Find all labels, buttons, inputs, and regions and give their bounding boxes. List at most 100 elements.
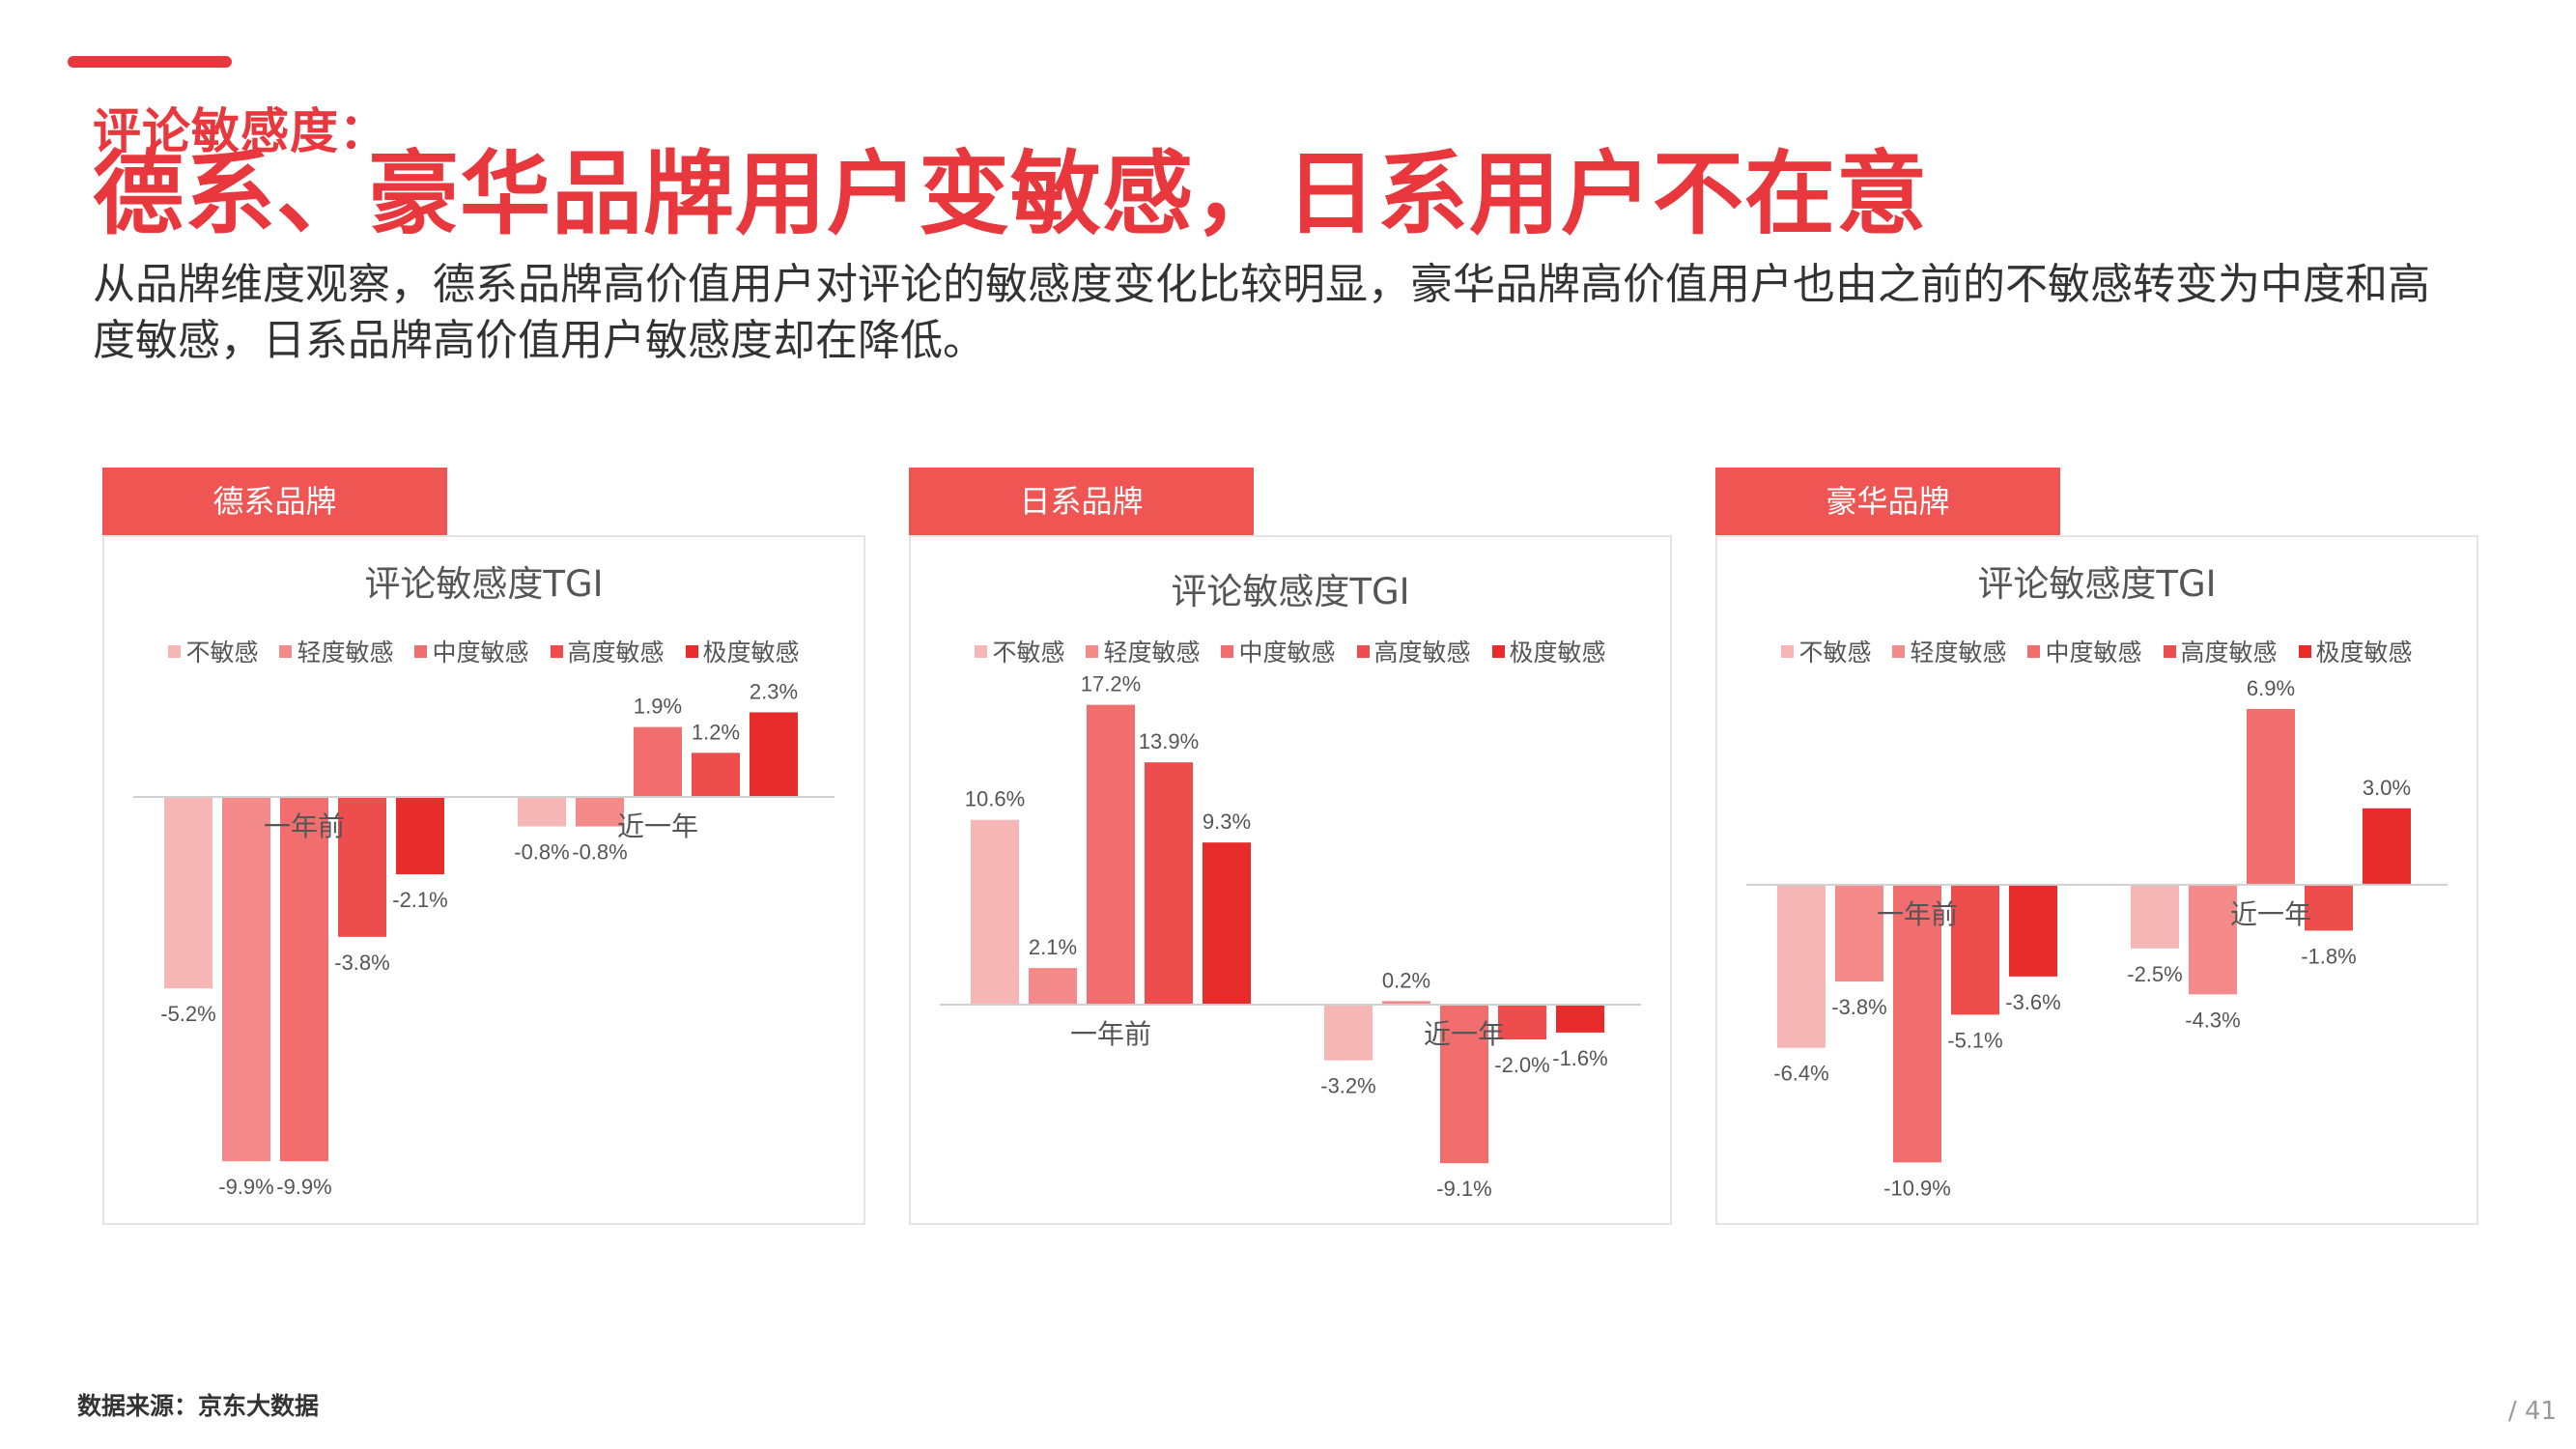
bar xyxy=(164,797,212,989)
category-label: 近一年 xyxy=(2230,899,2311,929)
bar xyxy=(2305,884,2353,931)
chart-box-german: 评论敏感度TGI 不敏感 轻度敏感 中度敏感 高度敏感 极度敏感 -5.2% -0… xyxy=(102,535,865,1225)
legend-item: 极度敏感 xyxy=(685,634,800,668)
legend-swatch xyxy=(279,644,293,658)
chart-title: 评论敏感度TGI xyxy=(364,563,604,605)
page-description: 从品牌维度观察，德系品牌高价值用户对评论的敏感度变化比较明显，豪华品牌高价值用户… xyxy=(93,260,2430,365)
bar xyxy=(750,712,798,798)
category-label: 一年前 xyxy=(1877,899,1958,929)
data-label: -2.5% xyxy=(2127,962,2182,986)
bar xyxy=(518,797,566,827)
legend-swatch xyxy=(2163,644,2176,658)
chart-title: 评论敏感度TGI xyxy=(1171,571,1410,612)
legend-label: 不敏感 xyxy=(185,639,259,667)
bar xyxy=(222,797,270,1162)
chart-legend: 不敏感 轻度敏感 中度敏感 高度敏感 极度敏感 xyxy=(911,634,1670,668)
page-number: / 41 xyxy=(2507,1397,2557,1426)
bar xyxy=(280,797,328,1162)
bar xyxy=(2189,884,2237,995)
chart-box-luxury: 评论敏感度TGI 不敏感 轻度敏感 中度敏感 高度敏感 极度敏感 -6.4% -2… xyxy=(1715,535,2478,1225)
legend-swatch xyxy=(975,644,988,658)
legend-item: 不敏感 xyxy=(168,634,258,668)
data-label: -3.8% xyxy=(1831,995,1886,1019)
legend-swatch xyxy=(1892,644,1906,658)
legend-label: 中度敏感 xyxy=(432,639,529,667)
legend-swatch xyxy=(1221,644,1234,658)
legend-label: 极度敏感 xyxy=(2315,639,2413,667)
data-label: 10.6% xyxy=(965,787,1025,811)
accent-bar xyxy=(68,56,232,68)
data-label: -2.1% xyxy=(392,888,447,912)
legend-swatch xyxy=(1086,644,1099,658)
data-label: -2.0% xyxy=(1494,1053,1549,1077)
legend-swatch xyxy=(550,644,563,658)
legend-item: 轻度敏感 xyxy=(279,634,393,668)
legend-item: 中度敏感 xyxy=(2027,634,2142,668)
legend-label: 不敏感 xyxy=(1798,639,1872,667)
legend-label: 轻度敏感 xyxy=(297,639,394,667)
chart-box-japanese: 评论敏感度TGI 不敏感 轻度敏感 中度敏感 高度敏感 极度敏感 10.6% -3… xyxy=(909,535,1672,1225)
data-label: 13.9% xyxy=(1139,729,1199,753)
data-label: 9.3% xyxy=(1203,810,1251,834)
data-label: -9.9% xyxy=(276,1175,331,1199)
bar xyxy=(1087,704,1135,1005)
chart-panel-luxury: 豪华品牌 评论敏感度TGI 不敏感 轻度敏感 中度敏感 高度敏感 极度敏感 -6… xyxy=(1715,468,2478,1225)
bar xyxy=(2009,884,2057,977)
legend-swatch xyxy=(168,644,182,658)
chart-panel-japanese: 日系品牌 评论敏感度TGI 不敏感 轻度敏感 中度敏感 高度敏感 极度敏感 10… xyxy=(909,468,1672,1225)
legend-item: 高度敏感 xyxy=(550,634,665,668)
data-source-note: 数据来源：京东大数据 xyxy=(77,1392,320,1420)
legend-item: 极度敏感 xyxy=(1491,634,1606,668)
legend-label: 高度敏感 xyxy=(2180,639,2278,667)
bar xyxy=(2131,884,2179,949)
section-kicker: 评论敏感度： xyxy=(93,103,388,159)
bar xyxy=(1029,968,1077,1005)
legend-item: 轻度敏感 xyxy=(1892,634,2006,668)
bar xyxy=(1951,884,1999,1015)
bar xyxy=(692,753,740,798)
data-label: 3.0% xyxy=(2363,776,2411,800)
bar xyxy=(634,726,682,798)
panel-tab-german: 德系品牌 xyxy=(102,468,447,535)
data-label: -9.1% xyxy=(1436,1177,1491,1201)
legend-swatch xyxy=(414,644,428,658)
data-label: 2.1% xyxy=(1029,935,1077,959)
chart-panel-german: 德系品牌 评论敏感度TGI 不敏感 轻度敏感 中度敏感 高度敏感 极度敏感 -5… xyxy=(102,468,865,1225)
bar-chart-german: -5.2% -0.8% -9.9% -0.8% -9.9% 1.9% -3.8% 1.2% -2… xyxy=(133,679,835,1199)
legend-item: 中度敏感 xyxy=(414,634,529,668)
bar xyxy=(1324,1004,1373,1061)
legend-label: 中度敏感 xyxy=(2045,639,2142,667)
data-label: 0.2% xyxy=(1382,968,1430,992)
legend-label: 轻度敏感 xyxy=(1103,639,1201,667)
category-label: 近一年 xyxy=(1424,1019,1505,1049)
bar xyxy=(1835,884,1883,982)
bar xyxy=(1498,1004,1546,1040)
data-label: -3.8% xyxy=(334,951,389,975)
bar-chart-luxury: -6.4% -2.5% -3.8% -4.3% -10.9% 6.9% -5.1% -1.8%… xyxy=(1746,676,2448,1200)
data-label: -5.2% xyxy=(160,1002,215,1026)
data-label: -3.2% xyxy=(1320,1074,1375,1098)
data-label: 1.9% xyxy=(634,695,682,719)
legend-label: 极度敏感 xyxy=(702,639,800,667)
data-label: -10.9% xyxy=(1883,1176,1951,1200)
legend-label: 高度敏感 xyxy=(567,639,665,667)
page-title: 德系、豪华品牌用户变敏感，日系用户不在意 xyxy=(93,142,1929,247)
bar xyxy=(576,797,624,827)
panel-tab-japanese: 日系品牌 xyxy=(909,468,1254,535)
legend-swatch xyxy=(2298,644,2311,658)
legend-label: 轻度敏感 xyxy=(1910,639,2007,667)
legend-swatch xyxy=(1491,644,1505,658)
legend-label: 不敏感 xyxy=(992,639,1065,667)
legend-item: 高度敏感 xyxy=(1356,634,1471,668)
legend-swatch xyxy=(1781,644,1795,658)
bar xyxy=(1893,884,1941,1163)
bar xyxy=(396,797,444,875)
legend-swatch xyxy=(1356,644,1370,658)
category-label: 一年前 xyxy=(264,811,345,841)
data-label: -1.8% xyxy=(2301,944,2356,968)
legend-item: 高度敏感 xyxy=(2163,634,2278,668)
legend-swatch xyxy=(685,644,698,658)
legend-label: 极度敏感 xyxy=(1509,639,1606,667)
legend-item: 中度敏感 xyxy=(1221,634,1336,668)
bar xyxy=(2247,708,2295,885)
